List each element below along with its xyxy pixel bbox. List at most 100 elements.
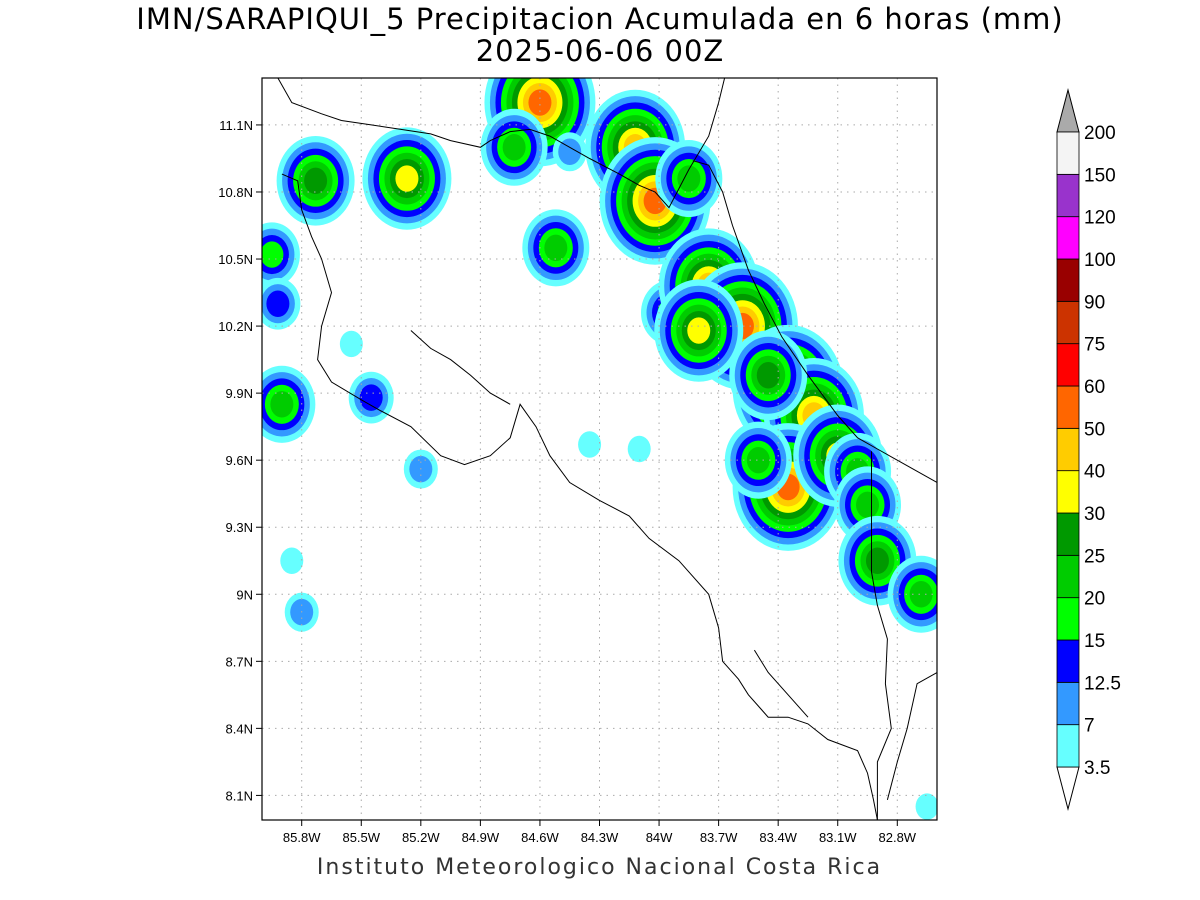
coastline — [886, 672, 937, 801]
lat-tick-label: 9N — [236, 587, 253, 602]
precip-contour — [578, 431, 602, 458]
colorbar-swatch — [1056, 300, 1080, 345]
precip-contour — [339, 330, 363, 358]
colorbar-level-label: 75 — [1084, 335, 1105, 356]
longitude-axis: 85.8W 85.5W 85.2W 84.9W 84.6W 84.3W 84W 83.7W 83… — [283, 820, 917, 845]
coastline — [281, 173, 878, 820]
precip-cell — [262, 365, 316, 443]
colorbar-upper-arrow — [1056, 88, 1080, 133]
precip-cell — [655, 140, 723, 218]
lat-tick-label: 9.6N — [226, 453, 253, 468]
colorbar-swatch — [1056, 258, 1080, 302]
grid-lines — [262, 78, 937, 820]
colorbar-level-label: 3.5 — [1084, 758, 1110, 779]
lat-tick-label: 8.4N — [226, 721, 253, 736]
colorbar-level-label: 90 — [1084, 292, 1105, 313]
precip-contour — [359, 384, 383, 411]
colorbar-level-label: 120 — [1084, 208, 1116, 229]
colorbar-level-label: 12.5 — [1084, 673, 1121, 694]
precip-contour — [266, 290, 290, 317]
precip-contour — [746, 446, 770, 474]
precip-contour — [528, 89, 552, 116]
lat-tick-label: 9.3N — [226, 520, 253, 535]
lat-tick-label: 10.2N — [218, 319, 253, 334]
map-subtitle: 2025-06-06 00Z — [475, 34, 725, 68]
coastline — [692, 160, 937, 483]
precip-cell — [276, 135, 355, 226]
colorbar-legend: 3.5 7 12.5 15 20 25 30 40 50 60 75 90 100 120 150 200 — [1056, 88, 1121, 811]
colorbar-swatch — [1056, 427, 1080, 472]
colorbar-level-label: 7 — [1084, 716, 1095, 737]
colorbar-level-label: 15 — [1084, 631, 1105, 652]
precip-cell — [578, 431, 602, 458]
colorbar-level-label: 20 — [1084, 589, 1105, 610]
precip-cell — [724, 421, 792, 499]
precip-cell — [339, 330, 363, 358]
colorbar-swatch — [1056, 216, 1080, 260]
colorbar-level-label: 30 — [1084, 504, 1105, 525]
precip-cell — [729, 330, 808, 421]
precip-cell — [654, 279, 744, 382]
precip-contour — [544, 234, 568, 262]
colorbar-swatch — [1056, 385, 1080, 429]
lat-tick-label: 8.7N — [226, 654, 253, 669]
map-title: IMN/SARAPIQUI_5 Precipitacion Acumulada … — [136, 2, 1064, 36]
lat-tick-label: 8.1N — [226, 788, 253, 803]
precip-cell — [915, 793, 937, 820]
lon-tick-label: 84W — [646, 830, 673, 845]
precip-cell — [627, 435, 651, 463]
precip-contour — [856, 491, 880, 519]
colorbar-swatch — [1056, 554, 1080, 599]
lon-tick-label: 83.4W — [759, 830, 797, 845]
precip-contour — [280, 547, 304, 574]
lat-tick-label: 11.1N — [219, 118, 253, 133]
precip-cell — [522, 209, 590, 287]
precip-contour — [558, 138, 582, 165]
precip-contour — [627, 435, 651, 463]
country-border — [871, 451, 892, 820]
colorbar-level-label: 200 — [1084, 123, 1116, 144]
latitude-axis: 11.1N 10.8N 10.5N 10.2N 9.9N 9.6N 9.3N 9N 8.7N 8.… — [218, 118, 262, 803]
precip-cell — [262, 222, 300, 287]
precipitation-layer — [262, 78, 937, 820]
coastline — [753, 649, 809, 718]
lon-tick-label: 85.5W — [342, 830, 380, 845]
colorbar-level-label: 100 — [1084, 250, 1116, 271]
lon-tick-label: 82.8W — [879, 830, 917, 845]
coastline-layer — [277, 78, 937, 820]
precip-cell — [362, 127, 452, 230]
coastline — [410, 330, 511, 405]
colorbar-level-label: 40 — [1084, 462, 1105, 483]
lat-tick-label: 10.5N — [218, 252, 253, 267]
lat-tick-label: 10.8N — [218, 185, 253, 200]
colorbar-swatch — [1056, 639, 1080, 683]
lon-tick-label: 84.6W — [521, 830, 559, 845]
lon-tick-label: 83.7W — [700, 830, 738, 845]
colorbar-swatch — [1056, 681, 1080, 726]
precip-contour — [756, 362, 780, 389]
lat-tick-label: 9.9N — [226, 386, 253, 401]
colorbar-swatch — [1056, 131, 1080, 175]
colorbar-level-label: 25 — [1084, 546, 1105, 567]
colorbar-swatch — [1056, 343, 1080, 387]
precip-contour — [270, 391, 294, 418]
lon-tick-label: 85.2W — [402, 830, 440, 845]
colorbar-level-label: 60 — [1084, 377, 1105, 398]
colorbar-swatch — [1056, 470, 1080, 514]
colorbar-level-label: 50 — [1084, 419, 1105, 440]
lon-tick-label: 84.9W — [462, 830, 500, 845]
credit-text: Instituto Meteorologico Nacional Costa R… — [316, 855, 883, 880]
precip-cell — [480, 108, 548, 186]
precip-cell — [552, 132, 587, 172]
precip-contour — [687, 317, 711, 344]
precip-contour — [865, 547, 889, 574]
lon-tick-label: 83.1W — [819, 830, 857, 845]
precip-contour — [262, 241, 284, 268]
precip-cell — [348, 371, 394, 424]
coastline — [277, 78, 726, 209]
precip-contour — [502, 134, 526, 161]
precip-contour — [677, 165, 701, 192]
precip-contour — [395, 165, 419, 192]
lon-tick-label: 85.8W — [283, 830, 321, 845]
